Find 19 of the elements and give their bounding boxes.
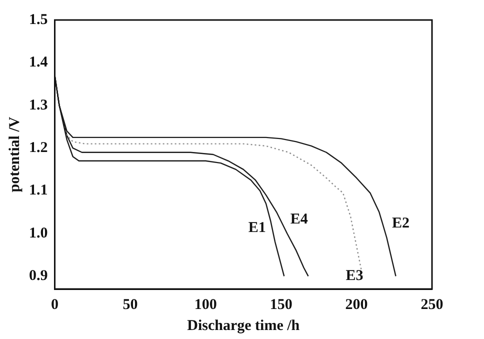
x-tick-label: 50 [122, 296, 138, 313]
y-tick-label: 0.9 [29, 268, 48, 284]
x-tick-label: 250 [420, 296, 444, 313]
x-tick-label: 0 [51, 296, 58, 313]
x-tick-label: 200 [345, 296, 368, 313]
y-tick-label: 1.3 [29, 97, 48, 114]
x-tick-label: 150 [270, 296, 292, 313]
y-tick-label: 1.0 [29, 225, 48, 242]
y-tick-label: 1.5 [29, 12, 48, 28]
series-label: E1 [248, 220, 266, 236]
y-tick-label: 1.4 [29, 54, 48, 71]
series-label: E4 [290, 211, 308, 228]
series-label: E2 [392, 216, 410, 232]
y-tick-label: 1.2 [29, 140, 48, 156]
x-axis-title: Discharge time /h [187, 318, 300, 334]
x-tick-label: 100 [194, 296, 217, 313]
series-label: E3 [346, 268, 364, 284]
y-axis-title: potential /V [6, 116, 23, 192]
y-tick-label: 1.1 [29, 182, 48, 199]
